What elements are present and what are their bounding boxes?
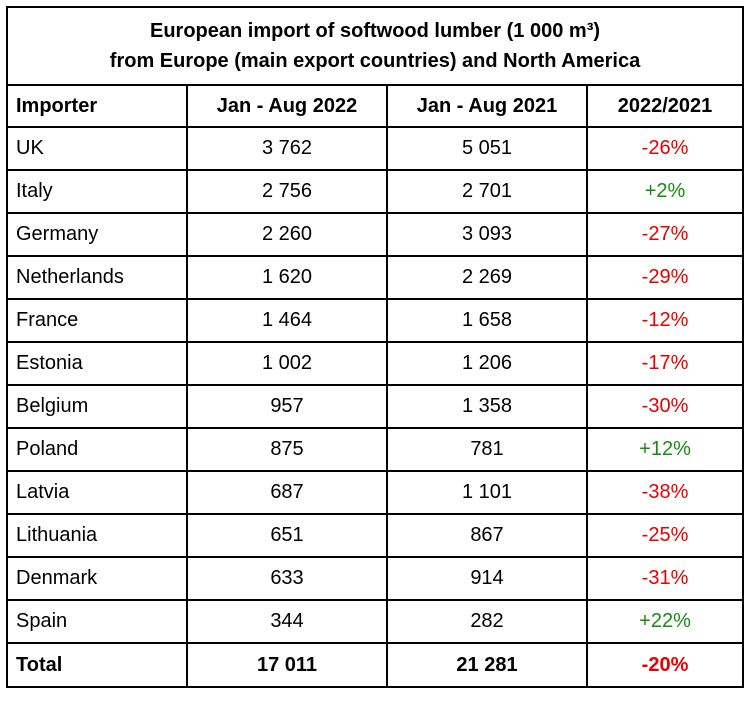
header-change: 2022/2021 <box>585 84 745 128</box>
change-cell: +12% <box>585 427 745 472</box>
change-cell: -31% <box>585 556 745 601</box>
change-cell: -30% <box>585 384 745 429</box>
value-2021-cell: 781 <box>386 427 588 472</box>
importer-cell: Lithuania <box>6 513 188 558</box>
header-row: Importer Jan - Aug 2022 Jan - Aug 2021 2… <box>6 84 745 128</box>
importer-cell: Poland <box>6 427 188 472</box>
change-cell: -29% <box>585 255 745 300</box>
lumber-import-table: European import of softwood lumber (1 00… <box>5 6 745 688</box>
value-2022-cell: 651 <box>186 513 388 558</box>
table-row: UK 3 762 5 051 -26% <box>6 126 745 171</box>
value-2022-cell: 875 <box>186 427 388 472</box>
importer-cell: Belgium <box>6 384 188 429</box>
change-cell: -17% <box>585 341 745 386</box>
value-2021-cell: 282 <box>386 599 588 644</box>
title-row: European import of softwood lumber (1 00… <box>5 6 745 86</box>
value-2021-cell: 1 206 <box>386 341 588 386</box>
value-2021-cell: 2 701 <box>386 169 588 214</box>
value-2021-cell: 1 358 <box>386 384 588 429</box>
table-row: Netherlands 1 620 2 269 -29% <box>6 255 745 300</box>
value-2022-cell: 633 <box>186 556 388 601</box>
table-title: European import of softwood lumber (1 00… <box>5 6 745 86</box>
change-cell: -38% <box>585 470 745 515</box>
header-importer: Importer <box>6 84 188 128</box>
table-row: Germany 2 260 3 093 -27% <box>6 212 745 257</box>
value-2022-cell: 2 260 <box>186 212 388 257</box>
header-jan-aug-2021: Jan - Aug 2021 <box>386 84 588 128</box>
table-row: Italy 2 756 2 701 +2% <box>6 169 745 214</box>
table-row: Latvia 687 1 101 -38% <box>6 470 745 515</box>
table-row: France 1 464 1 658 -12% <box>6 298 745 343</box>
value-2022-cell: 1 620 <box>186 255 388 300</box>
table-title-line-1: European import of softwood lumber (1 00… <box>149 20 601 42</box>
importer-cell: Total <box>6 642 188 688</box>
table-row: Spain 344 282 +22% <box>6 599 745 644</box>
value-2022-cell: 17 011 <box>186 642 388 688</box>
importer-cell: Latvia <box>6 470 188 515</box>
table-title-line-2: from Europe (main export countries) and … <box>109 50 641 72</box>
table-row: Denmark 633 914 -31% <box>6 556 745 601</box>
value-2022-cell: 344 <box>186 599 388 644</box>
importer-cell: Spain <box>6 599 188 644</box>
value-2022-cell: 1 464 <box>186 298 388 343</box>
change-cell: -27% <box>585 212 745 257</box>
importer-cell: Germany <box>6 212 188 257</box>
value-2022-cell: 1 002 <box>186 341 388 386</box>
value-2021-cell: 3 093 <box>386 212 588 257</box>
value-2022-cell: 687 <box>186 470 388 515</box>
importer-cell: Denmark <box>6 556 188 601</box>
change-cell: -12% <box>585 298 745 343</box>
value-2021-cell: 2 269 <box>386 255 588 300</box>
importer-cell: France <box>6 298 188 343</box>
change-cell: -26% <box>585 126 745 171</box>
importer-cell: UK <box>6 126 188 171</box>
change-cell: +2% <box>585 169 745 214</box>
change-cell: -20% <box>585 642 745 688</box>
value-2021-cell: 914 <box>386 556 588 601</box>
table-row: Poland 875 781 +12% <box>6 427 745 472</box>
importer-cell: Netherlands <box>6 255 188 300</box>
value-2021-cell: 867 <box>386 513 588 558</box>
change-cell: +22% <box>585 599 745 644</box>
table-row: Belgium 957 1 358 -30% <box>6 384 745 429</box>
value-2022-cell: 2 756 <box>186 169 388 214</box>
value-2021-cell: 21 281 <box>386 642 588 688</box>
value-2022-cell: 3 762 <box>186 126 388 171</box>
header-jan-aug-2022: Jan - Aug 2022 <box>186 84 388 128</box>
importer-cell: Italy <box>6 169 188 214</box>
total-row: Total 17 011 21 281 -20% <box>6 642 745 688</box>
value-2022-cell: 957 <box>186 384 388 429</box>
value-2021-cell: 1 101 <box>386 470 588 515</box>
importer-cell: Estonia <box>6 341 188 386</box>
value-2021-cell: 1 658 <box>386 298 588 343</box>
table-row: Lithuania 651 867 -25% <box>6 513 745 558</box>
change-cell: -25% <box>585 513 745 558</box>
table-row: Estonia 1 002 1 206 -17% <box>6 341 745 386</box>
value-2021-cell: 5 051 <box>386 126 588 171</box>
lumber-import-table-container: European import of softwood lumber (1 00… <box>5 6 745 688</box>
